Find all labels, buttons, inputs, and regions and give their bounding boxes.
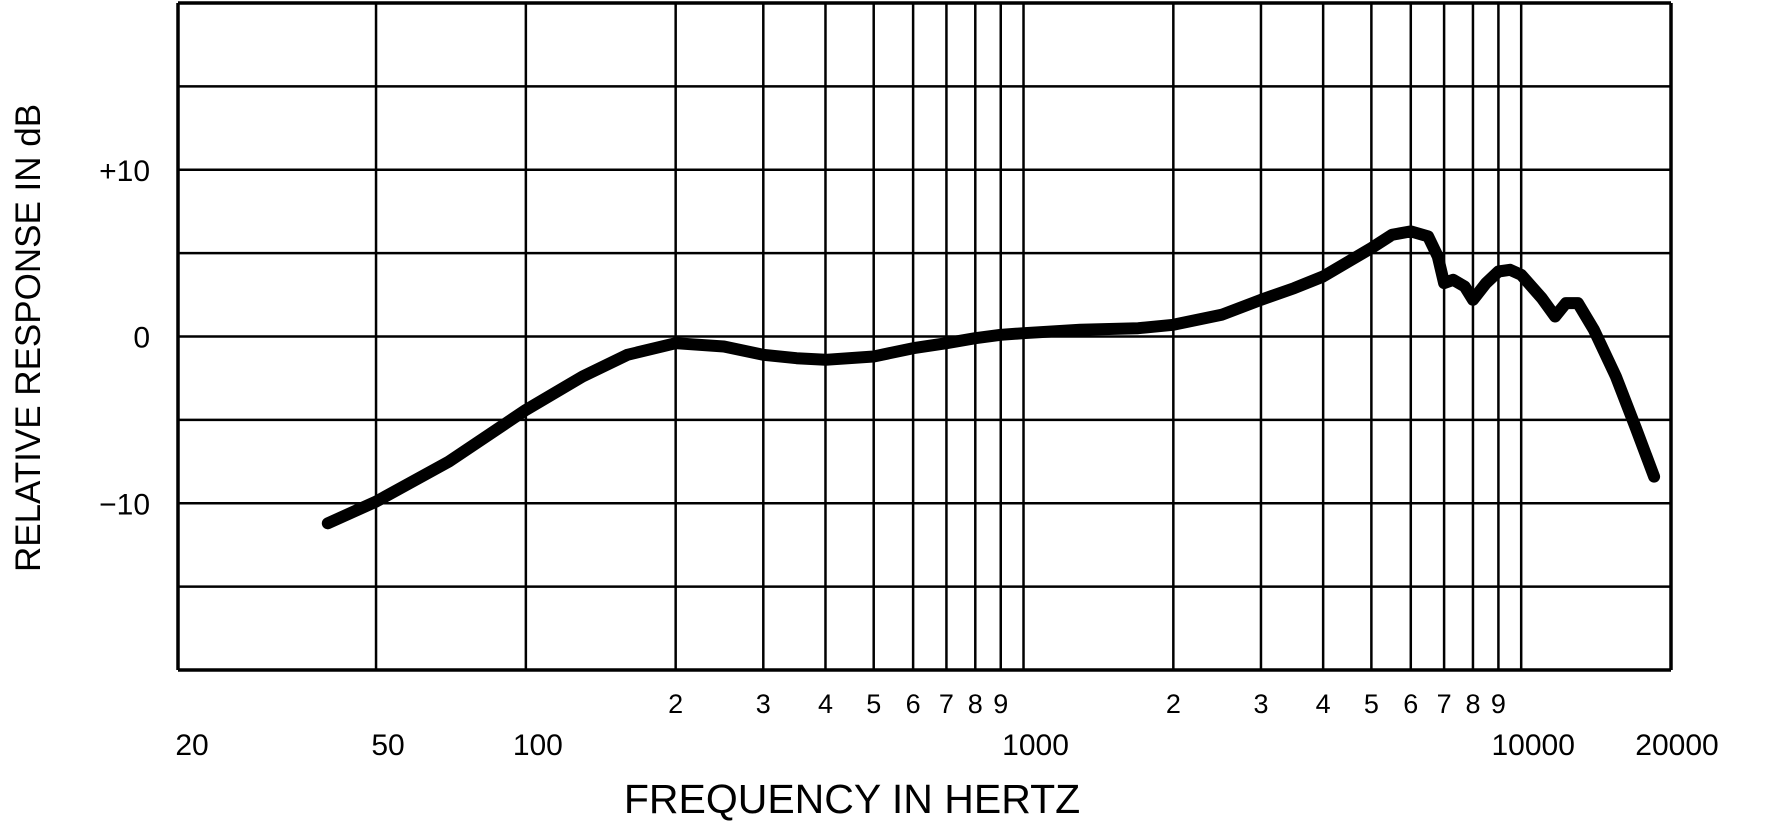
y-tick-label: −10 (99, 488, 150, 521)
x-minor-tick-label: 5 (1364, 689, 1379, 719)
x-minor-tick-label: 8 (1465, 689, 1480, 719)
x-tick-labels: 2 3 4 5 6 7 8 9 2 3 4 5 6 7 8 920 50 100 1000 10000 20000 (175, 689, 1718, 762)
x-tick-label: 100 (513, 729, 563, 762)
x-minor-tick-label: 5 (866, 689, 881, 719)
response-curve (321, 225, 1661, 530)
y-axis-title: RELATIVE RESPONSE IN dB (9, 104, 48, 572)
x-tick-label: 20 (175, 729, 208, 762)
y-tick-label: +10 (99, 155, 150, 188)
x-minor-tick-label: 6 (1403, 689, 1418, 719)
y-tick-labels: +10 0 −10 (99, 155, 150, 522)
x-tick-label: 50 (371, 729, 404, 762)
y-tick-label: 0 (133, 322, 150, 355)
x-minor-tick-label: 7 (939, 689, 954, 719)
x-tick-label: 20000 (1635, 729, 1718, 762)
chart-gridlines (176, 1, 1673, 672)
x-minor-tick-label: 3 (1253, 689, 1268, 719)
x-minor-tick-label: 9 (1491, 689, 1506, 719)
x-minor-tick-label: 4 (818, 689, 833, 719)
x-minor-tick-label: 9 (993, 689, 1008, 719)
x-minor-tick-label: 3 (756, 689, 771, 719)
x-minor-tick-label: 2 (1166, 689, 1181, 719)
x-minor-tick-label: 4 (1316, 689, 1331, 719)
x-tick-label: 10000 (1491, 729, 1574, 762)
x-minor-tick-label: 7 (1437, 689, 1452, 719)
x-minor-tick-label: 6 (906, 689, 921, 719)
x-tick-label: 1000 (1002, 729, 1069, 762)
x-minor-tick-label: 8 (968, 689, 983, 719)
x-axis-title: FREQUENCY IN HERTZ (624, 776, 1080, 822)
x-minor-tick-label: 2 (668, 689, 683, 719)
